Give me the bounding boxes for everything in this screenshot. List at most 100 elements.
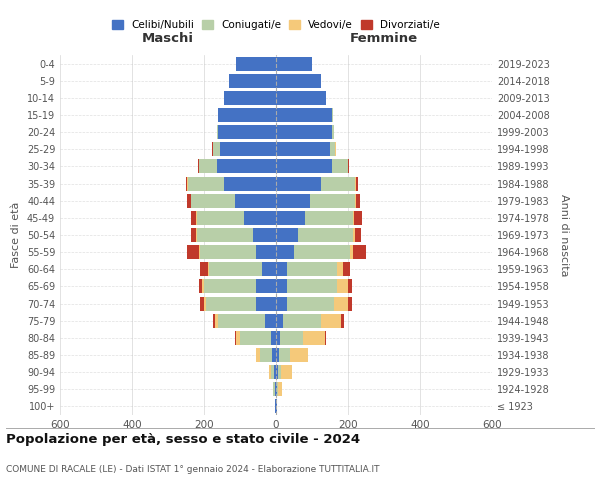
Bar (325, 331, 326, 345)
Text: COMUNE DI RACALE (LE) - Dati ISTAT 1° gennaio 2024 - Elaborazione TUTTITALIA.IT: COMUNE DI RACALE (LE) - Dati ISTAT 1° ge… (6, 466, 380, 474)
Bar (277, 382, 278, 396)
Bar (310, 194, 355, 207)
Bar (199, 280, 202, 293)
Bar (353, 211, 355, 225)
Bar (334, 296, 348, 310)
Bar (200, 245, 256, 259)
Bar (200, 296, 204, 310)
Bar (294, 245, 350, 259)
Bar (272, 348, 276, 362)
Bar (191, 194, 235, 207)
Bar (209, 262, 262, 276)
Bar (341, 314, 344, 328)
Bar (276, 365, 278, 379)
Bar (196, 211, 197, 225)
Bar (355, 176, 356, 190)
Bar (260, 348, 272, 362)
Bar (236, 331, 240, 345)
Bar (298, 228, 353, 242)
Bar (197, 228, 253, 242)
Bar (355, 211, 362, 225)
Bar (185, 176, 187, 190)
Bar (208, 262, 209, 276)
Bar (217, 125, 218, 139)
Bar (356, 176, 358, 190)
Bar (276, 142, 330, 156)
Bar (256, 296, 276, 310)
Bar (348, 280, 352, 293)
Bar (188, 176, 224, 190)
Bar (278, 382, 282, 396)
Bar (196, 228, 197, 242)
Bar (276, 262, 287, 276)
Bar (199, 160, 217, 173)
Bar (224, 176, 276, 190)
Bar (355, 228, 361, 242)
Text: Femmine: Femmine (350, 32, 418, 44)
Bar (204, 280, 256, 293)
Bar (276, 56, 312, 70)
Bar (287, 296, 334, 310)
Bar (280, 331, 303, 345)
Bar (236, 56, 276, 70)
Bar (235, 331, 236, 345)
Bar (206, 296, 256, 310)
Bar (276, 125, 332, 139)
Bar (235, 194, 276, 207)
Bar (199, 245, 200, 259)
Bar (275, 382, 276, 396)
Bar (276, 400, 277, 413)
Bar (204, 296, 206, 310)
Bar (271, 331, 276, 345)
Bar (256, 245, 276, 259)
Y-axis label: Anni di nascita: Anni di nascita (559, 194, 569, 276)
Bar (187, 245, 199, 259)
Bar (287, 280, 337, 293)
Bar (281, 365, 292, 379)
Bar (276, 74, 321, 88)
Bar (217, 160, 276, 173)
Bar (336, 142, 337, 156)
Bar (321, 314, 341, 328)
Bar (215, 314, 218, 328)
Bar (274, 382, 275, 396)
Bar (276, 280, 287, 293)
Bar (244, 211, 276, 225)
Bar (276, 194, 310, 207)
Bar (276, 228, 298, 242)
Bar (343, 262, 350, 276)
Bar (276, 211, 305, 225)
Bar (191, 211, 196, 225)
Bar (337, 262, 343, 276)
Bar (276, 348, 279, 362)
Bar (283, 314, 321, 328)
Bar (202, 280, 204, 293)
Bar (350, 245, 353, 259)
Y-axis label: Fasce di età: Fasce di età (11, 202, 21, 268)
Legend: Celibi/Nubili, Coniugati/e, Vedovi/e, Divorziati/e: Celibi/Nubili, Coniugati/e, Vedovi/e, Di… (112, 20, 440, 30)
Bar (224, 91, 276, 105)
Bar (305, 211, 353, 225)
Bar (273, 382, 274, 396)
Bar (197, 211, 244, 225)
Bar (276, 108, 332, 122)
Bar (330, 142, 335, 156)
Bar (271, 365, 274, 379)
Bar (265, 314, 276, 328)
Bar (187, 194, 191, 207)
Bar (213, 314, 215, 328)
Bar (276, 314, 283, 328)
Bar (279, 348, 290, 362)
Bar (276, 160, 332, 173)
Bar (276, 245, 294, 259)
Bar (218, 314, 265, 328)
Bar (276, 382, 277, 396)
Bar (276, 331, 280, 345)
Bar (332, 125, 334, 139)
Bar (355, 194, 356, 207)
Bar (337, 280, 348, 293)
Bar (353, 245, 366, 259)
Text: Popolazione per età, sesso e stato civile - 2024: Popolazione per età, sesso e stato civil… (6, 432, 360, 446)
Bar (200, 262, 208, 276)
Bar (256, 280, 276, 293)
